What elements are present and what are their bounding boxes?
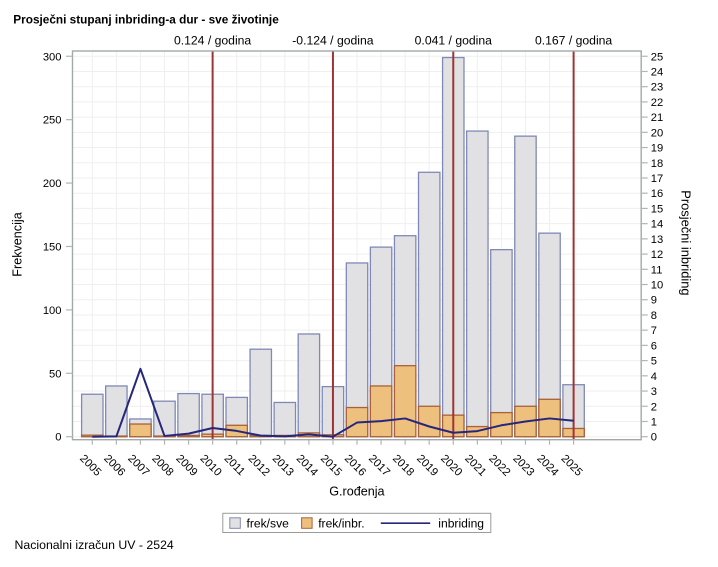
svg-text:Prosječni stupanj inbriding-a: Prosječni stupanj inbriding-a dur - sve … bbox=[13, 13, 279, 27]
svg-text:0.041 / godina: 0.041 / godina bbox=[415, 34, 492, 48]
svg-text:4: 4 bbox=[651, 371, 657, 383]
svg-text:0: 0 bbox=[651, 432, 657, 444]
svg-text:10: 10 bbox=[651, 280, 663, 292]
svg-text:11: 11 bbox=[651, 264, 663, 276]
svg-text:0.124 / godina: 0.124 / godina bbox=[174, 34, 251, 48]
svg-text:14: 14 bbox=[651, 219, 663, 231]
svg-text:9: 9 bbox=[651, 295, 657, 307]
svg-text:200: 200 bbox=[43, 178, 62, 190]
svg-text:19: 19 bbox=[651, 143, 663, 155]
svg-text:Frekvencija: Frekvencija bbox=[11, 212, 25, 276]
svg-text:8: 8 bbox=[651, 310, 657, 322]
svg-text:25: 25 bbox=[651, 51, 663, 63]
svg-text:6: 6 bbox=[651, 340, 657, 352]
svg-text:50: 50 bbox=[49, 368, 61, 380]
svg-text:Nacionalni izračun UV - 2524: Nacionalni izračun UV - 2524 bbox=[15, 538, 174, 552]
svg-text:-0.124 / godina: -0.124 / godina bbox=[292, 34, 374, 48]
svg-text:250: 250 bbox=[43, 115, 62, 127]
svg-text:23: 23 bbox=[651, 82, 663, 94]
svg-text:100: 100 bbox=[43, 305, 62, 317]
svg-text:2: 2 bbox=[651, 401, 657, 413]
svg-text:12: 12 bbox=[651, 249, 663, 261]
svg-text:0: 0 bbox=[55, 432, 61, 444]
svg-text:frek/inbr.: frek/inbr. bbox=[318, 517, 364, 531]
svg-text:15: 15 bbox=[651, 203, 663, 215]
svg-text:0.167 / godina: 0.167 / godina bbox=[535, 34, 612, 48]
svg-text:G.rođenja: G.rođenja bbox=[329, 485, 384, 499]
svg-text:17: 17 bbox=[651, 173, 663, 185]
svg-text:1: 1 bbox=[651, 416, 657, 428]
svg-text:inbriding: inbriding bbox=[438, 517, 484, 531]
svg-text:22: 22 bbox=[651, 97, 663, 109]
svg-text:13: 13 bbox=[651, 234, 663, 246]
svg-text:frek/sve: frek/sve bbox=[247, 517, 290, 531]
svg-text:18: 18 bbox=[651, 158, 663, 170]
svg-text:20: 20 bbox=[651, 127, 663, 139]
svg-text:150: 150 bbox=[43, 241, 62, 253]
svg-text:Prosječni inbriding: Prosječni inbriding bbox=[678, 190, 693, 295]
svg-text:24: 24 bbox=[651, 66, 663, 78]
svg-text:7: 7 bbox=[651, 325, 657, 337]
svg-text:16: 16 bbox=[651, 188, 663, 200]
svg-text:300: 300 bbox=[43, 51, 62, 63]
svg-text:5: 5 bbox=[651, 356, 657, 368]
svg-text:3: 3 bbox=[651, 386, 657, 398]
svg-text:21: 21 bbox=[651, 112, 663, 124]
